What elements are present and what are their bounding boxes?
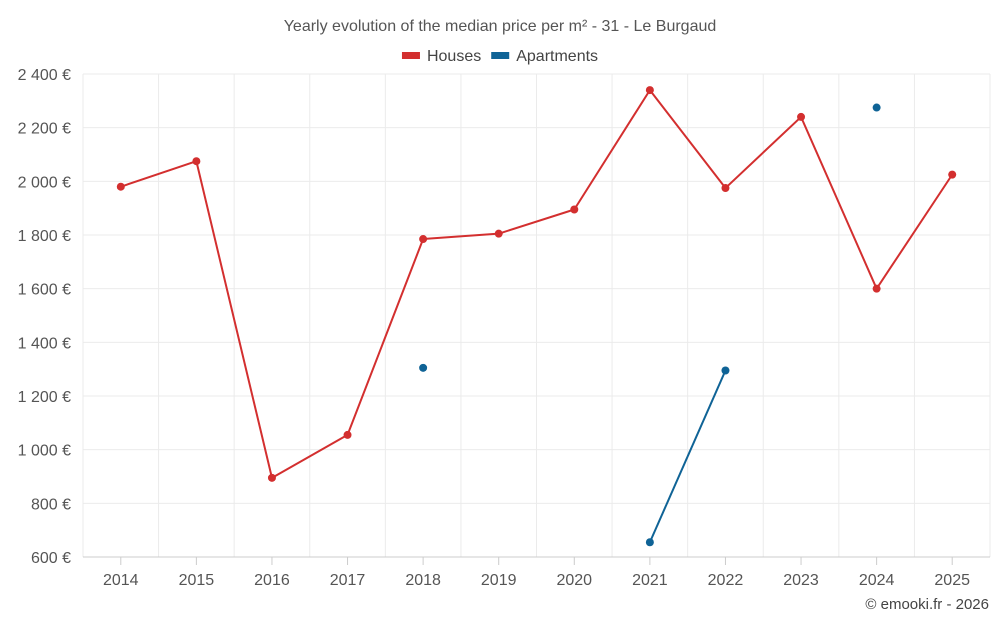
houses-point xyxy=(419,235,428,244)
legend-swatch-houses xyxy=(401,52,420,59)
x-tick-label: 2015 xyxy=(179,572,215,589)
houses-point xyxy=(721,184,730,193)
legend: Houses Apartments xyxy=(401,48,598,65)
x-tick-label: 2021 xyxy=(632,572,668,589)
x-tick-label: 2017 xyxy=(330,572,366,589)
grid xyxy=(82,73,991,557)
x-tick-label: 2023 xyxy=(783,572,819,589)
y-tick-label: 2 400 € xyxy=(18,67,71,84)
houses-point xyxy=(494,229,503,238)
series-houses xyxy=(116,86,957,482)
legend-label-houses: Houses xyxy=(427,48,481,65)
houses-point xyxy=(192,157,201,166)
legend-swatch-apartments xyxy=(491,52,510,59)
houses-point xyxy=(116,182,125,191)
x-tick-label: 2024 xyxy=(859,572,895,589)
x-tick-label: 2014 xyxy=(103,572,139,589)
y-tick-label: 1 600 € xyxy=(18,282,71,299)
x-tick-label: 2018 xyxy=(405,572,441,589)
x-tick-label: 2020 xyxy=(556,572,592,589)
houses-point xyxy=(645,86,654,95)
houses-point xyxy=(948,170,957,179)
credit-text: © emooki.fr - 2026 xyxy=(865,596,989,613)
apartments-point xyxy=(872,103,881,112)
axes: 600 € 800 € 1 000 € 1 200 € 1 400 € 1 600 € 1 … xyxy=(18,67,990,589)
x-tick-label: 2019 xyxy=(481,572,517,589)
series-layer xyxy=(116,86,957,547)
houses-point xyxy=(570,205,579,214)
houses-point xyxy=(797,112,806,121)
apartments-point xyxy=(721,366,730,375)
apartments-point xyxy=(645,538,654,547)
houses-point xyxy=(267,473,276,482)
legend-label-apartments: Apartments xyxy=(516,48,598,65)
apartments-point xyxy=(419,363,428,372)
y-tick-label: 800 € xyxy=(31,496,71,513)
apartments-line xyxy=(648,370,727,543)
y-tick-label: 2 000 € xyxy=(18,174,71,191)
y-tick-label: 1 000 € xyxy=(18,443,71,460)
y-tick-label: 1 200 € xyxy=(18,389,71,406)
houses-point xyxy=(872,284,881,293)
x-tick-label: 2022 xyxy=(708,572,744,589)
y-tick-label: 1 800 € xyxy=(18,228,71,245)
series-apartments xyxy=(419,103,881,547)
chart-title: Yearly evolution of the median price per… xyxy=(284,18,717,35)
houses-line xyxy=(120,89,954,479)
x-tick-label: 2025 xyxy=(934,572,970,589)
houses-point xyxy=(343,430,352,439)
x-tick-label: 2016 xyxy=(254,572,290,589)
y-tick-label: 1 400 € xyxy=(18,335,71,352)
y-tick-label: 2 200 € xyxy=(18,121,71,138)
y-tick-label: 600 € xyxy=(31,550,71,567)
